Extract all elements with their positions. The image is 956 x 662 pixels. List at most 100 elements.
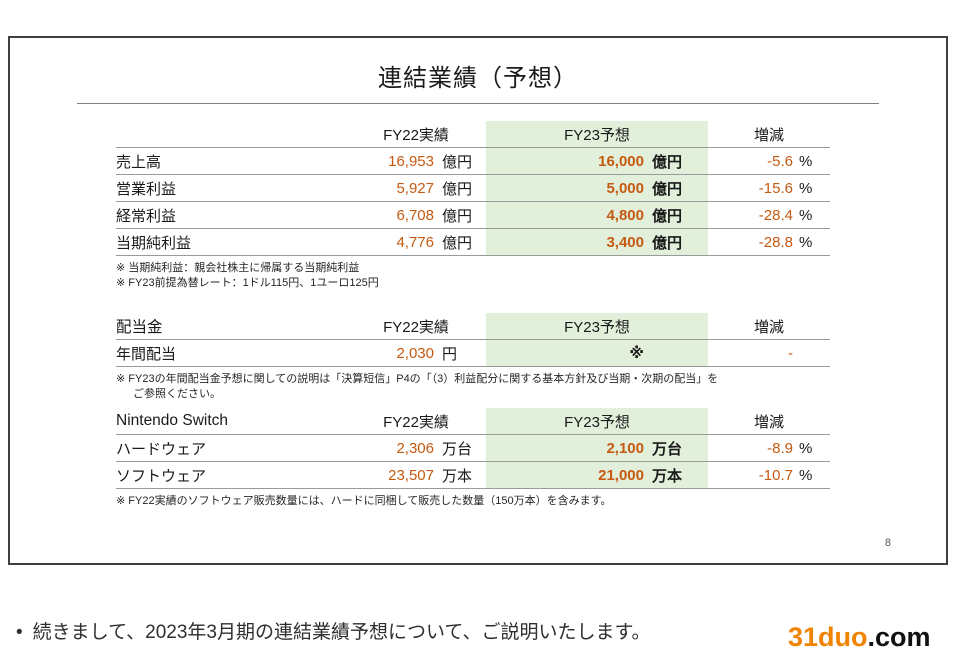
table-row: 当期純利益 4,776 億円 3,400 億円 -28.8 % xyxy=(116,229,830,256)
col-header-fy23: FY23予想 xyxy=(486,313,708,339)
fy23-value: 21,000 xyxy=(598,466,644,484)
change-value: -8.9 xyxy=(767,439,793,457)
watermark: 31duo.com xyxy=(788,622,931,652)
fy23-unit: 万台 xyxy=(652,440,683,458)
change-unit: % xyxy=(799,152,813,170)
table1-footnotes: ※ 当期純利益：親会社株主に帰属する当期純利益 ※ FY23前提為替レート：1ド… xyxy=(116,261,830,291)
change-unit: % xyxy=(799,233,813,251)
fy22-value: 23,507 xyxy=(388,466,434,484)
change-value: -10.7 xyxy=(758,466,793,484)
fy23-cell: 16,000 億円 xyxy=(486,148,708,174)
table-row: 営業利益 5,927 億円 5,000 億円 -15.6 % xyxy=(116,175,830,202)
col-header-fy22: FY22実績 xyxy=(383,413,449,431)
fy23-value: 3,400 xyxy=(606,233,644,251)
slide-content: FY22実績 FY23予想 増減 売上高 16,953 億円 16,000 億円… xyxy=(116,121,830,509)
fy23-cell: 3,400 億円 xyxy=(486,229,708,255)
change-unit: % xyxy=(799,179,813,197)
fy23-cell: ※ xyxy=(486,340,708,366)
row-label: 年間配当 xyxy=(116,345,177,363)
fy22-unit: 万台 xyxy=(442,440,473,458)
footnote: ※ FY23の年間配当金予想に関しての説明は「決算短信」P4の「（3）利益配分に… xyxy=(116,373,719,385)
fy22-value: 2,030 xyxy=(396,344,434,362)
col-header-fy23: FY23予想 xyxy=(486,408,708,434)
fy22-unit: 億円 xyxy=(442,207,473,225)
table3-footnotes: ※ FY22実績のソフトウェア販売数量には、ハードに同梱して販売した数量（150… xyxy=(116,494,830,509)
col-header-change: 増減 xyxy=(753,318,784,336)
table-row: 年間配当 2,030 円 ※ - xyxy=(116,340,830,367)
fy23-unit: 万本 xyxy=(652,467,683,485)
row-label: ソフトウェア xyxy=(116,467,207,485)
col-header-fy22: FY22実績 xyxy=(383,126,449,144)
change-cell: -8.9 % xyxy=(708,435,830,461)
page-number: 8 xyxy=(884,537,891,549)
fy23-unit: 億円 xyxy=(652,153,683,171)
footnote: ご参照ください。 xyxy=(133,388,221,400)
change-value: -5.6 xyxy=(767,152,793,170)
change-value: - xyxy=(788,344,793,362)
switch-table-title: Nintendo Switch xyxy=(116,412,229,429)
fy23-cell: 2,100 万台 xyxy=(486,435,708,461)
fy22-cell: 2,306 万台 xyxy=(346,435,486,461)
fy22-unit: 億円 xyxy=(442,180,473,198)
change-cell: -28.4 % xyxy=(708,202,830,228)
table-header-row: 配当金 FY22実績 FY23予想 増減 xyxy=(116,313,830,340)
footnote: ※ FY22実績のソフトウェア販売数量には、ハードに同梱して販売した数量（150… xyxy=(116,495,612,507)
col-header-change: 増減 xyxy=(753,413,784,431)
fy22-cell: 16,953 億円 xyxy=(346,148,486,174)
fy23-value: 5,000 xyxy=(606,179,644,197)
fy22-unit: 万本 xyxy=(442,467,473,485)
table-corner-cell xyxy=(116,121,346,147)
title-divider xyxy=(77,103,879,104)
fy22-cell: 5,927 億円 xyxy=(346,175,486,201)
spacer xyxy=(116,291,830,313)
fy23-cell: 4,800 億円 xyxy=(486,202,708,228)
fy22-cell: 4,776 億円 xyxy=(346,229,486,255)
col-header-change: 増減 xyxy=(753,126,784,144)
table-header-row: FY22実績 FY23予想 増減 xyxy=(116,121,830,148)
watermark-suffix: .com xyxy=(867,622,931,652)
col-header-fy22: FY22実績 xyxy=(383,318,449,336)
switch-units-table: Nintendo Switch FY22実績 FY23予想 増減 ハードウェア … xyxy=(116,408,830,489)
watermark-brand: 31duo xyxy=(788,622,868,652)
dividend-table: 配当金 FY22実績 FY23予想 増減 年間配当 2,030 円 ※ - xyxy=(116,313,830,367)
fy22-unit: 億円 xyxy=(442,234,473,252)
fy23-unit: 億円 xyxy=(652,207,683,225)
row-label: ハードウェア xyxy=(116,440,207,458)
fy22-unit: 円 xyxy=(442,345,458,363)
change-unit: % xyxy=(799,206,813,224)
fy22-value: 16,953 xyxy=(388,152,434,170)
change-value: -28.8 xyxy=(758,233,793,251)
change-unit: % xyxy=(799,439,813,457)
table2-footnotes: ※ FY23の年間配当金予想に関しての説明は「決算短信」P4の「（3）利益配分に… xyxy=(116,372,830,402)
fy22-cell: 23,507 万本 xyxy=(346,462,486,488)
fy22-value: 2,306 xyxy=(396,439,434,457)
caption-text: 続きまして、2023年3月期の連結業績予想について、ご説明いたします。 xyxy=(32,622,651,643)
speaker-caption: • 続きまして、2023年3月期の連結業績予想について、ご説明いたします。 xyxy=(16,620,651,646)
change-value: -15.6 xyxy=(758,179,793,197)
fy23-cell: 21,000 万本 xyxy=(486,462,708,488)
fy23-value: 4,800 xyxy=(606,206,644,224)
fy23-value: 16,000 xyxy=(598,152,644,170)
fy22-value: 5,927 xyxy=(396,179,434,197)
fy22-unit: 億円 xyxy=(442,153,473,171)
table-row: ソフトウェア 23,507 万本 21,000 万本 -10.7 % xyxy=(116,462,830,489)
change-cell: -5.6 % xyxy=(708,148,830,174)
table-row: 売上高 16,953 億円 16,000 億円 -5.6 % xyxy=(116,148,830,175)
presentation-slide: 連結業績（予想） FY22実績 FY23予想 増減 売上高 16,953 億円 … xyxy=(8,36,948,565)
change-cell: -15.6 % xyxy=(708,175,830,201)
change-cell: - xyxy=(708,340,830,366)
change-cell: -28.8 % xyxy=(708,229,830,255)
fy23-unit: 億円 xyxy=(652,234,683,252)
footnote: ※ FY23前提為替レート：1ドル115円、1ユーロ125円 xyxy=(116,277,379,289)
table-row: ハードウェア 2,306 万台 2,100 万台 -8.9 % xyxy=(116,435,830,462)
fy22-value: 6,708 xyxy=(396,206,434,224)
change-cell: -10.7 % xyxy=(708,462,830,488)
table-header-row: Nintendo Switch FY22実績 FY23予想 増減 xyxy=(116,408,830,435)
row-label: 営業利益 xyxy=(116,180,177,198)
fy22-cell: 2,030 円 xyxy=(346,340,486,366)
col-header-fy23: FY23予想 xyxy=(486,121,708,147)
fy23-cell: 5,000 億円 xyxy=(486,175,708,201)
fy23-value: ※ xyxy=(629,345,644,362)
row-label: 経常利益 xyxy=(116,207,177,225)
fy22-value: 4,776 xyxy=(396,233,434,251)
